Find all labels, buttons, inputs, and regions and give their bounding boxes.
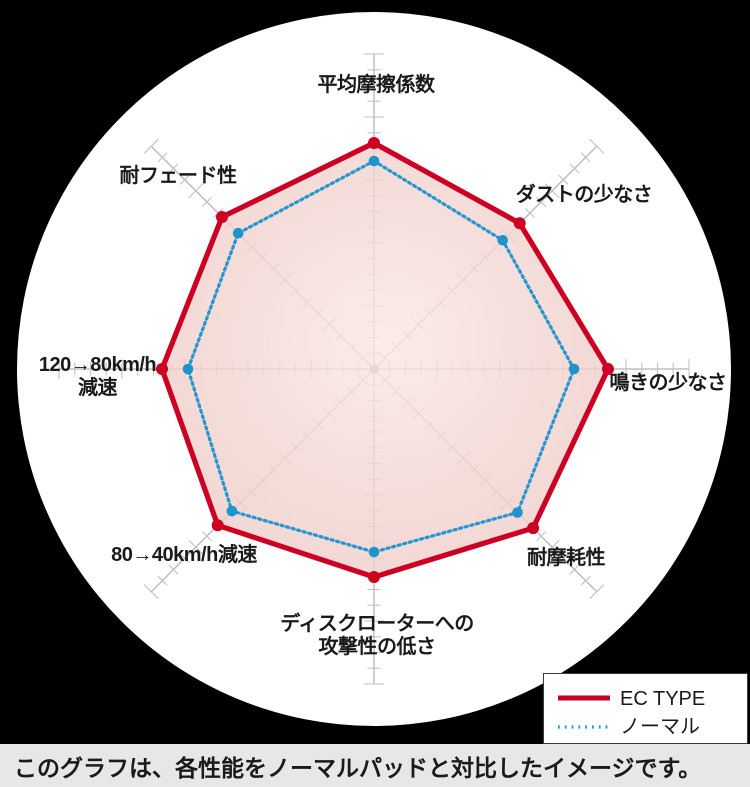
svg-text:EC TYPE: EC TYPE: [620, 688, 705, 710]
svg-text:ノーマル: ノーマル: [620, 716, 700, 738]
